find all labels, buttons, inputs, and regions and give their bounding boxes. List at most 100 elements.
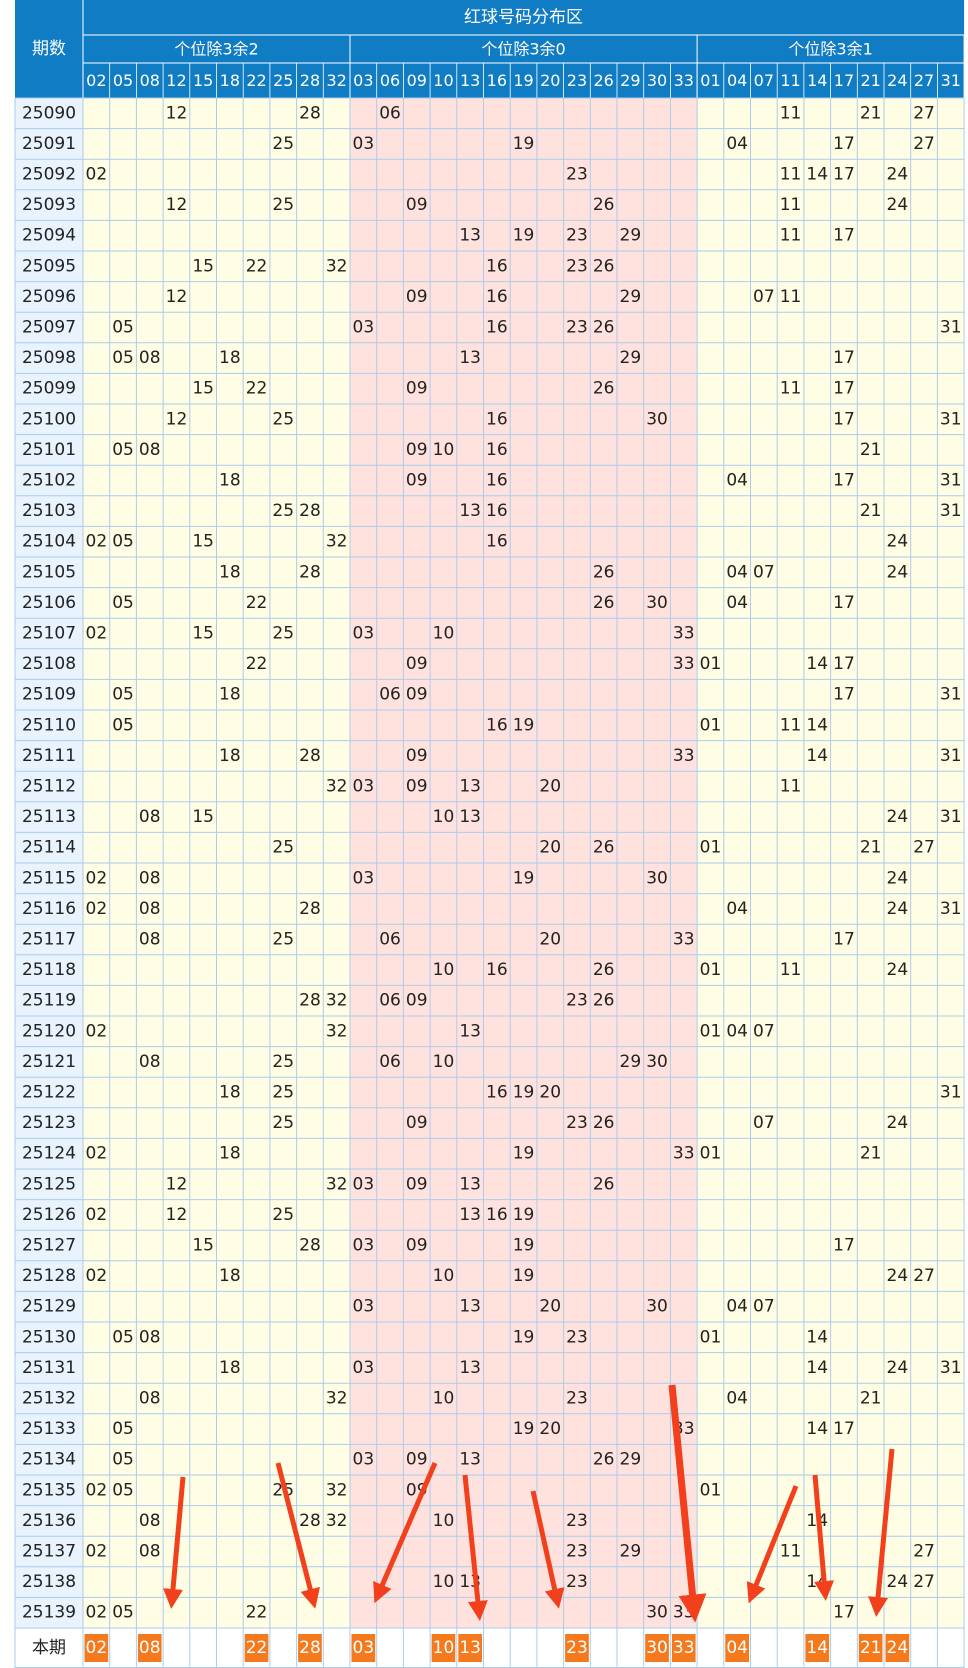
column-number: 24 (887, 71, 907, 90)
drawn-number: 23 (566, 226, 588, 246)
drawn-number: 02 (86, 868, 108, 888)
drawn-number: 11 (780, 1542, 802, 1562)
drawn-number: 31 (940, 1083, 962, 1103)
drawn-number: 13 (459, 1358, 481, 1378)
drawn-number: 07 (753, 1113, 775, 1133)
drawn-number: 28 (299, 562, 321, 582)
drawn-number: 08 (139, 1389, 161, 1409)
drawn-number: 24 (887, 868, 909, 888)
drawn-number: 19 (513, 868, 535, 888)
drawn-number: 01 (700, 838, 722, 858)
drawn-number: 06 (379, 103, 401, 123)
drawn-number: 16 (486, 318, 508, 338)
drawn-number: 22 (246, 654, 268, 674)
period: 25113 (22, 807, 76, 827)
drawn-number: 20 (539, 838, 561, 858)
current-number: 23 (566, 1638, 588, 1658)
drawn-number: 25 (272, 501, 294, 521)
drawn-number: 17 (833, 1419, 855, 1439)
drawn-number: 20 (539, 1297, 561, 1317)
drawn-number: 10 (433, 1052, 455, 1072)
drawn-number: 09 (406, 195, 428, 215)
drawn-number: 19 (513, 1236, 535, 1256)
column-number: 31 (941, 71, 961, 90)
period: 25118 (22, 960, 76, 980)
period: 25119 (22, 991, 76, 1011)
drawn-number: 22 (246, 256, 268, 276)
drawn-number: 16 (486, 471, 508, 491)
drawn-number: 29 (620, 1052, 642, 1072)
drawn-number: 13 (459, 226, 481, 246)
drawn-number: 09 (406, 471, 428, 491)
drawn-number: 23 (566, 1572, 588, 1592)
drawn-number: 05 (112, 348, 134, 368)
period: 25096 (22, 287, 76, 307)
drawn-number: 24 (887, 1113, 909, 1133)
drawn-number: 04 (726, 471, 748, 491)
drawn-number: 13 (459, 1205, 481, 1225)
drawn-number: 14 (806, 165, 828, 185)
period: 25092 (22, 165, 76, 185)
drawn-number: 06 (379, 685, 401, 705)
period: 25135 (22, 1480, 76, 1500)
drawn-number: 05 (112, 1419, 134, 1439)
column-number: 30 (647, 71, 667, 90)
drawn-number: 01 (700, 960, 722, 980)
drawn-number: 03 (353, 134, 375, 154)
drawn-number: 06 (379, 1052, 401, 1072)
drawn-number: 31 (940, 685, 962, 705)
column-number: 19 (513, 71, 533, 90)
drawn-number: 21 (860, 501, 882, 521)
drawn-number: 02 (86, 1542, 108, 1562)
drawn-number: 26 (593, 195, 615, 215)
group-label: 个位除3余1 (788, 40, 872, 59)
drawn-number: 09 (406, 1113, 428, 1133)
drawn-number: 25 (272, 1113, 294, 1133)
period: 25126 (22, 1205, 76, 1225)
period-header: 期数 (32, 39, 66, 59)
current-number: 10 (433, 1638, 455, 1658)
drawn-number: 15 (192, 532, 214, 552)
drawn-number: 16 (486, 1083, 508, 1103)
drawn-number: 10 (433, 1389, 455, 1409)
drawn-number: 01 (700, 654, 722, 674)
period: 25095 (22, 256, 76, 276)
drawn-number: 24 (887, 165, 909, 185)
drawn-number: 23 (566, 1327, 588, 1347)
drawn-number: 01 (700, 715, 722, 735)
drawn-number: 28 (299, 1511, 321, 1531)
period: 25111 (22, 746, 76, 766)
period: 25114 (22, 838, 76, 858)
column-number: 06 (380, 71, 400, 90)
drawn-number: 18 (219, 562, 241, 582)
drawn-number: 14 (806, 715, 828, 735)
arrow (275, 1462, 320, 1609)
drawn-number: 25 (272, 1083, 294, 1103)
column-number: 22 (246, 71, 266, 90)
drawn-number: 09 (406, 746, 428, 766)
drawn-number: 29 (620, 226, 642, 246)
period: 25099 (22, 379, 76, 399)
current-box (244, 1634, 269, 1662)
current-box (431, 1634, 456, 1662)
drawn-number: 15 (192, 624, 214, 644)
drawn-number: 31 (940, 899, 962, 919)
period: 25136 (22, 1511, 76, 1531)
period: 25129 (22, 1297, 76, 1317)
drawn-number: 08 (139, 868, 161, 888)
drawn-number: 16 (486, 256, 508, 276)
drawn-number: 09 (406, 379, 428, 399)
drawn-number: 32 (326, 777, 348, 797)
drawn-number: 10 (433, 1266, 455, 1286)
drawn-number: 20 (539, 777, 561, 797)
drawn-number: 27 (913, 1542, 935, 1562)
drawn-number: 11 (780, 715, 802, 735)
drawn-number: 19 (513, 1327, 535, 1347)
drawn-number: 07 (753, 562, 775, 582)
current-box (458, 1634, 482, 1662)
drawn-number: 13 (459, 1450, 481, 1470)
drawn-number: 26 (593, 1113, 615, 1133)
current-box (805, 1634, 830, 1662)
drawn-number: 23 (566, 1511, 588, 1531)
drawn-number: 11 (780, 379, 802, 399)
